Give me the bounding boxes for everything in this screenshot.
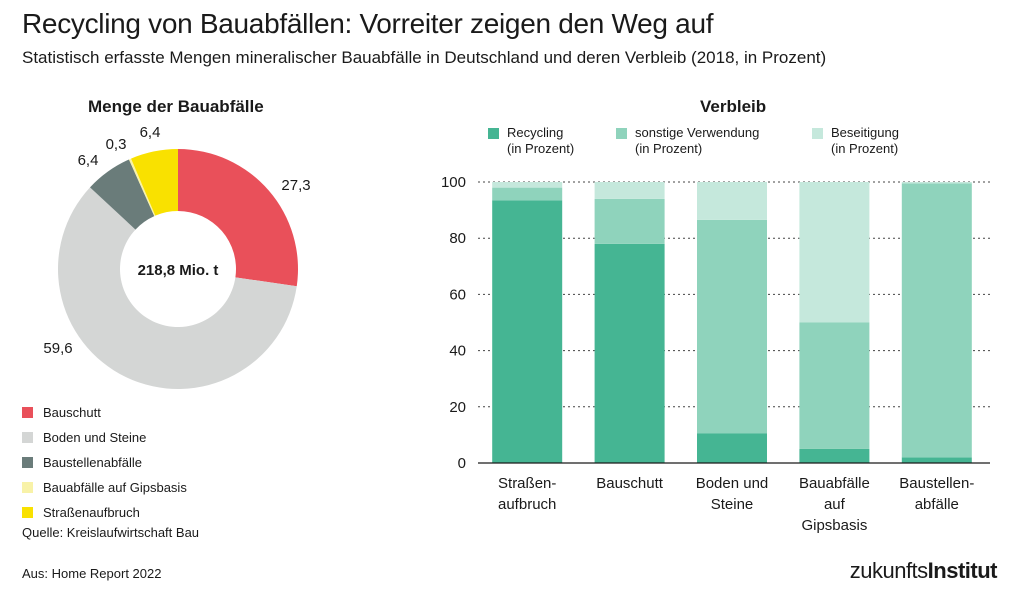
legend-label: Recycling (507, 125, 564, 140)
bar-segment-recycling (697, 433, 767, 463)
donut-slice-strassenaufbruch (131, 149, 178, 216)
donut-value-label: 59,6 (43, 340, 72, 357)
legend-label: Baustellenabfälle (43, 455, 143, 470)
donut-slice-bauschutt (178, 149, 298, 287)
legend-label: sonstige Verwendung (635, 125, 760, 140)
source-note: Quelle: Kreislaufwirtschaft Bau (22, 525, 200, 540)
donut-chart: 27,3 59,6 6,4 0,3 6,4 218,8 Mio. t (43, 124, 311, 389)
bar-legend-item-recycling: Recycling (in Prozent) (488, 125, 574, 157)
legend-swatch (488, 128, 499, 139)
legend-swatch (22, 432, 33, 443)
donut-legend: Bauschutt Boden und Steine Baustellenabfäl… (22, 400, 187, 525)
bar-segment-recycling (901, 457, 972, 463)
x-tick-label: Bauschutt (596, 475, 664, 492)
logo-part-bold: Institut (927, 558, 998, 583)
y-tick-label: 80 (449, 230, 466, 247)
donut-value-label: 6,4 (78, 152, 99, 169)
y-tick-label: 40 (449, 343, 466, 360)
bar-segment-beseitigung (799, 182, 870, 323)
legend-item-bauschutt: Bauschutt (22, 400, 187, 425)
bar-segment-beseitigung (697, 182, 767, 220)
bar-segment-recycling (594, 243, 665, 463)
legend-item-bauabfaelle-auf-gipsbasis: Bauabfälle auf Gipsbasis (22, 475, 187, 500)
y-tick-label: 0 (458, 455, 466, 472)
legend-swatch (616, 128, 627, 139)
y-tick-label: 60 (449, 286, 466, 303)
x-tick-label: Baustellen- (899, 475, 974, 492)
x-tick-label: Bauabfälle (799, 475, 870, 492)
legend-swatch (22, 507, 33, 518)
legend-item-boden-und-steine: Boden und Steine (22, 425, 187, 450)
bar-segment-sonstige-verwendung (697, 219, 767, 434)
donut-slice-baustellenabfaelle (90, 159, 155, 230)
x-tick-label: Steine (711, 496, 754, 513)
x-tick-label: auf (824, 496, 846, 513)
legend-swatch (22, 457, 33, 468)
legend-item-strassenaufbruch: Straßenaufbruch (22, 500, 187, 525)
bar-segment-sonstige-verwendung (901, 183, 972, 458)
x-tick-label: aufbruch (498, 496, 556, 513)
bar-chart-title: Verbleib (700, 97, 767, 116)
bar-segment-recycling (492, 200, 563, 463)
legend-swatch (22, 482, 33, 493)
y-tick-label: 100 (441, 174, 466, 191)
donut-value-label: 27,3 (281, 177, 310, 194)
chart-subtitle: Statistisch erfasste Mengen mineralische… (22, 48, 827, 67)
publication-note: Aus: Home Report 2022 (22, 566, 162, 581)
bar-segment-recycling (799, 448, 870, 463)
bar-segment-sonstige-verwendung (594, 198, 665, 244)
brand-logo: zukunftsInstitut (849, 558, 998, 584)
x-tick-label: Gipsbasis (801, 517, 867, 534)
legend-swatch (812, 128, 823, 139)
stacked-bar-chart: 0 20 40 60 80 100 Straßen-aufbruch Bauschutt Bod… (441, 174, 990, 534)
legend-sublabel: (in Prozent) (507, 141, 575, 156)
bar-segment-beseitigung (901, 182, 972, 184)
legend-sublabel: (in Prozent) (831, 141, 899, 156)
bar-segment-beseitigung (492, 182, 563, 188)
x-tick-label: Straßen- (498, 475, 556, 492)
legend-label: Straßenaufbruch (43, 505, 140, 520)
donut-value-label: 0,3 (106, 136, 127, 153)
legend-sublabel: (in Prozent) (635, 141, 703, 156)
donut-center-label: 218,8 Mio. t (138, 262, 219, 279)
legend-item-baustellenabfaelle: Baustellenabfälle (22, 450, 187, 475)
bar-legend-item-sonstige-verwendung: sonstige Verwendung (in Prozent) (616, 125, 759, 157)
bar-legend-item-beseitigung: Beseitigung (in Prozent) (812, 125, 899, 157)
donut-title: Menge der Bauabfälle (88, 97, 264, 116)
x-tick-label: abfälle (915, 496, 959, 513)
logo-part-light: zukunfts (849, 558, 928, 583)
legend-label: Bauabfälle auf Gipsbasis (43, 480, 187, 495)
donut-slice-boden-und-steine (58, 187, 297, 389)
legend-label: Boden und Steine (43, 430, 147, 445)
x-tick-label: Boden und (696, 475, 769, 492)
donut-slice-bauabfaelle-auf-gipsbasis (128, 158, 156, 217)
y-tick-label: 20 (449, 399, 466, 416)
bar-segment-sonstige-verwendung (492, 187, 563, 201)
legend-label: Beseitigung (831, 125, 899, 140)
bar-segment-beseitigung (594, 182, 665, 199)
legend-label: Bauschutt (43, 405, 101, 420)
bar-segment-sonstige-verwendung (799, 322, 870, 449)
chart-title: Recycling von Bauabfällen: Vorreiter zei… (22, 8, 714, 39)
donut-value-label: 6,4 (140, 124, 161, 141)
legend-swatch (22, 407, 33, 418)
